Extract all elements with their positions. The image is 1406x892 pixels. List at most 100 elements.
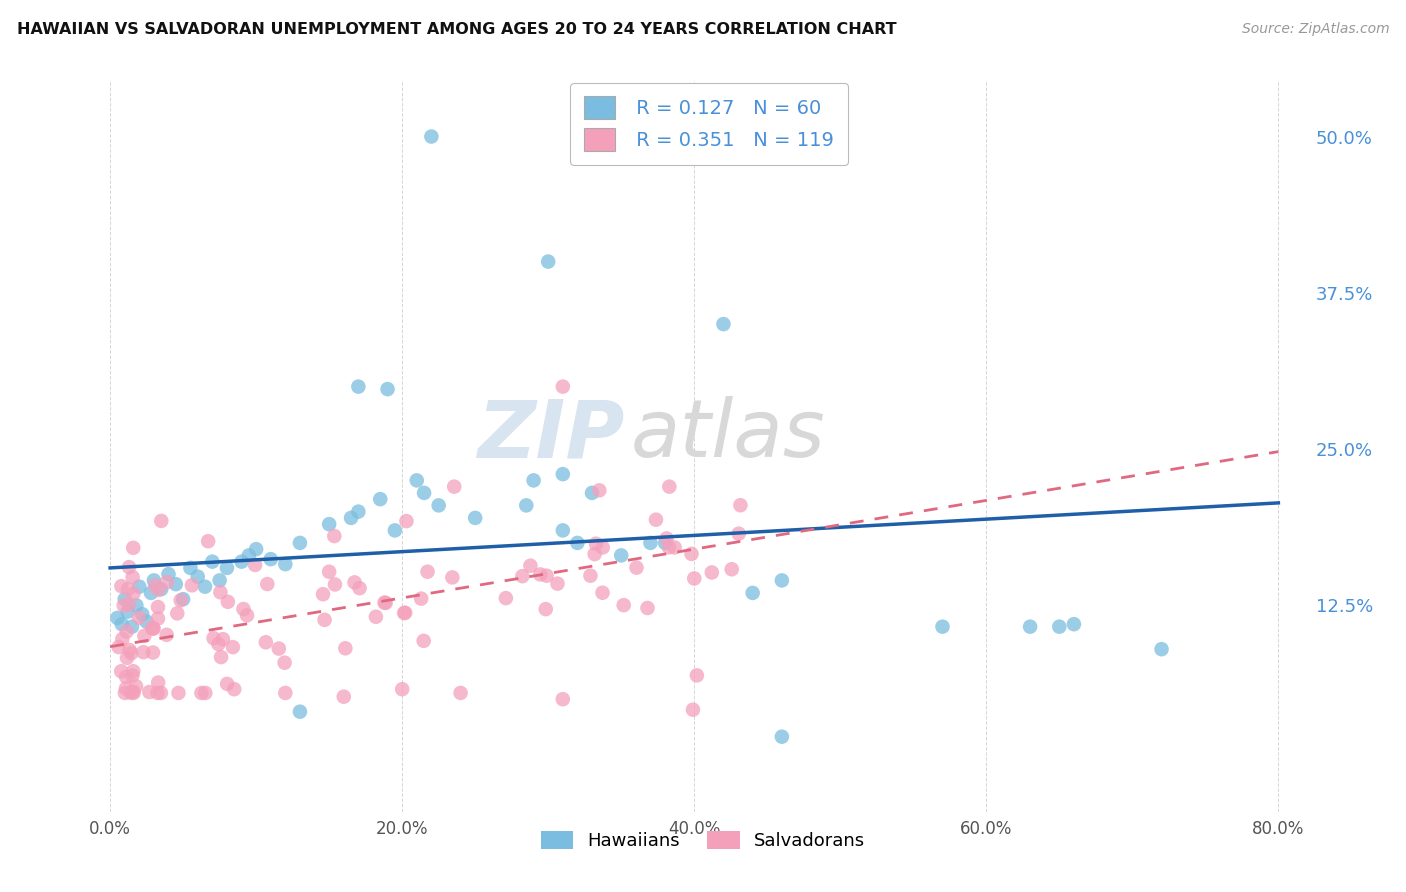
Point [713, 317, 735, 331]
Point [288, 705, 311, 719]
Point [343, 575, 366, 590]
Point [405, 474, 427, 488]
Point [260, 552, 283, 566]
Point [118, 598, 141, 612]
Point [534, 602, 557, 616]
Point [209, 650, 232, 665]
Point [139, 586, 162, 600]
Point [224, 682, 246, 697]
Point [222, 640, 245, 654]
Point [232, 602, 254, 616]
Point [170, 593, 193, 607]
Point [551, 467, 574, 482]
Point [1047, 620, 1070, 634]
Point [592, 541, 614, 555]
Point [208, 574, 231, 588]
Point [107, 611, 129, 625]
Point [112, 599, 135, 613]
Point [373, 596, 395, 610]
Point [231, 555, 253, 569]
Point [238, 549, 260, 563]
Point [537, 254, 560, 268]
Point [156, 628, 179, 642]
Point [592, 586, 614, 600]
Point [637, 601, 659, 615]
Point [197, 534, 219, 549]
Point [150, 582, 173, 596]
Point [146, 686, 169, 700]
Point [420, 129, 443, 144]
Point [202, 631, 225, 645]
Point [128, 611, 150, 625]
Point [122, 587, 145, 601]
Point [585, 537, 607, 551]
Point [146, 600, 169, 615]
Point [243, 558, 266, 572]
Point [626, 560, 648, 574]
Point [172, 592, 194, 607]
Point [117, 605, 139, 619]
Text: ZIP: ZIP [477, 396, 624, 474]
Point [655, 532, 678, 546]
Point [374, 596, 396, 610]
Point [391, 682, 413, 697]
Point [132, 645, 155, 659]
Point [323, 529, 346, 543]
Point [212, 632, 235, 647]
Point [256, 577, 278, 591]
Point [117, 582, 139, 596]
Point [318, 565, 340, 579]
Point [118, 643, 141, 657]
Point [288, 536, 311, 550]
Point [274, 557, 297, 571]
Point [274, 686, 297, 700]
Point [125, 679, 148, 693]
Point [148, 675, 170, 690]
Point [118, 560, 141, 574]
Point [122, 684, 145, 698]
Point [107, 640, 129, 654]
Point [1063, 617, 1085, 632]
Point [146, 611, 169, 625]
Point [347, 505, 370, 519]
Point [536, 568, 558, 582]
Point [700, 566, 723, 580]
Point [588, 483, 610, 498]
Point [121, 668, 143, 682]
Point [157, 567, 180, 582]
Text: atlas: atlas [630, 396, 825, 474]
Legend: Hawaiians, Salvadorans: Hawaiians, Salvadorans [533, 823, 873, 857]
Point [138, 685, 160, 699]
Point [115, 650, 138, 665]
Point [727, 526, 749, 541]
Point [111, 632, 134, 646]
Point [523, 474, 546, 488]
Point [217, 677, 239, 691]
Point [551, 379, 574, 393]
Point [335, 641, 357, 656]
Point [215, 561, 238, 575]
Point [395, 514, 418, 528]
Point [495, 591, 517, 606]
Point [135, 615, 157, 629]
Point [686, 668, 709, 682]
Point [384, 524, 406, 538]
Point [645, 513, 668, 527]
Point [547, 576, 569, 591]
Point [610, 549, 633, 563]
Point [128, 580, 150, 594]
Point [115, 681, 138, 696]
Point [165, 577, 187, 591]
Point [658, 541, 681, 555]
Point [314, 613, 336, 627]
Point [392, 606, 415, 620]
Point [664, 541, 686, 555]
Point [194, 686, 217, 700]
Point [683, 572, 706, 586]
Point [519, 558, 541, 573]
Point [770, 730, 793, 744]
Point [551, 692, 574, 706]
Point [120, 646, 142, 660]
Point [349, 581, 371, 595]
Point [515, 499, 537, 513]
